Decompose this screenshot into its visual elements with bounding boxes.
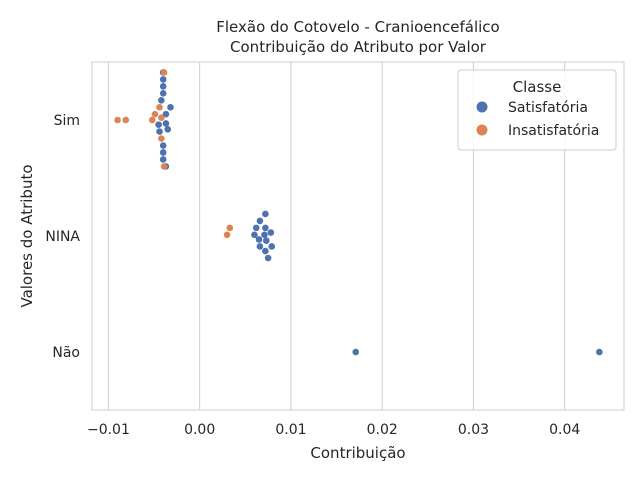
data-point-satisfatoria [156,128,163,135]
data-point-satisfatoria [252,224,260,232]
legend-label-satisfatoria: Satisfatória [508,100,588,116]
data-point-satisfatoria [159,149,167,156]
data-point-satisfatoria [596,348,603,356]
x-tick-label: 0.02 [367,422,398,438]
data-point-insatisfatoria [114,116,121,124]
data-point-satisfatoria [162,110,170,118]
x-tick-label: −0.01 [87,422,130,438]
x-tick-label: 0.03 [458,422,489,438]
x-tick-label: 0.04 [549,422,580,438]
data-point-satisfatoria [159,90,167,97]
data-point-satisfatoria [155,121,162,128]
data-point-insatisfatoria [160,69,168,76]
data-point-satisfatoria [159,76,167,83]
legend-title: Classe [513,78,562,96]
data-point-satisfatoria [262,210,269,218]
data-point-satisfatoria [261,231,268,239]
data-point-insatisfatoria [223,231,231,239]
y-tick-label: Não [52,345,80,361]
legend-label-insatisfatoria: Insatisfatória [508,123,599,139]
data-point-satisfatoria [268,243,276,250]
data-point-satisfatoria [267,229,275,236]
data-point-satisfatoria [255,236,263,243]
x-tick-label: 0.01 [275,422,306,438]
data-point-insatisfatoria [148,116,156,124]
data-point-satisfatoria [159,83,167,90]
data-point-satisfatoria [262,224,269,232]
data-points [114,69,603,356]
data-point-satisfatoria [256,217,264,225]
data-point-satisfatoria [256,243,264,250]
data-point-insatisfatoria [160,163,168,170]
data-point-satisfatoria [251,231,258,239]
data-point-satisfatoria [352,348,360,356]
data-point-satisfatoria [162,120,170,127]
x-tick-label: 0.00 [184,422,215,438]
x-axis-ticks: −0.01 0.00 0.01 0.02 0.03 0.04 [87,422,580,438]
data-point-satisfatoria [164,125,172,133]
data-point-satisfatoria [264,254,272,262]
data-point-satisfatoria [262,237,270,244]
data-point-insatisfatoria [156,103,163,111]
y-tick-label: Sim [54,113,80,129]
y-axis-ticks: Sim NINA Não [45,113,80,361]
legend-marker-insatisfatoria [476,124,488,136]
data-point-insatisfatoria [158,135,165,142]
data-point-satisfatoria [159,142,167,149]
data-point-satisfatoria [262,247,269,255]
y-tick-label: NINA [45,229,80,245]
data-point-insatisfatoria [226,224,234,232]
data-point-insatisfatoria [158,114,165,121]
legend-box [457,69,617,151]
chart-title-line-1: Flexão do Cotovelo - Cranioencefálico [216,18,499,36]
data-point-satisfatoria [158,96,165,104]
legend-marker-satisfatoria [476,101,488,113]
chart-title-line-2: Contribuição do Atributo por Valor [230,38,487,56]
x-axis-label: Contribuição [310,444,405,462]
data-point-insatisfatoria [151,110,159,118]
data-point-insatisfatoria [122,116,130,124]
data-point-satisfatoria [167,103,174,111]
legend: Classe Satisfatória Insatisfatória [457,69,617,151]
y-axis-label: Valores do Atributo [18,164,36,307]
data-point-satisfatoria [159,156,167,163]
